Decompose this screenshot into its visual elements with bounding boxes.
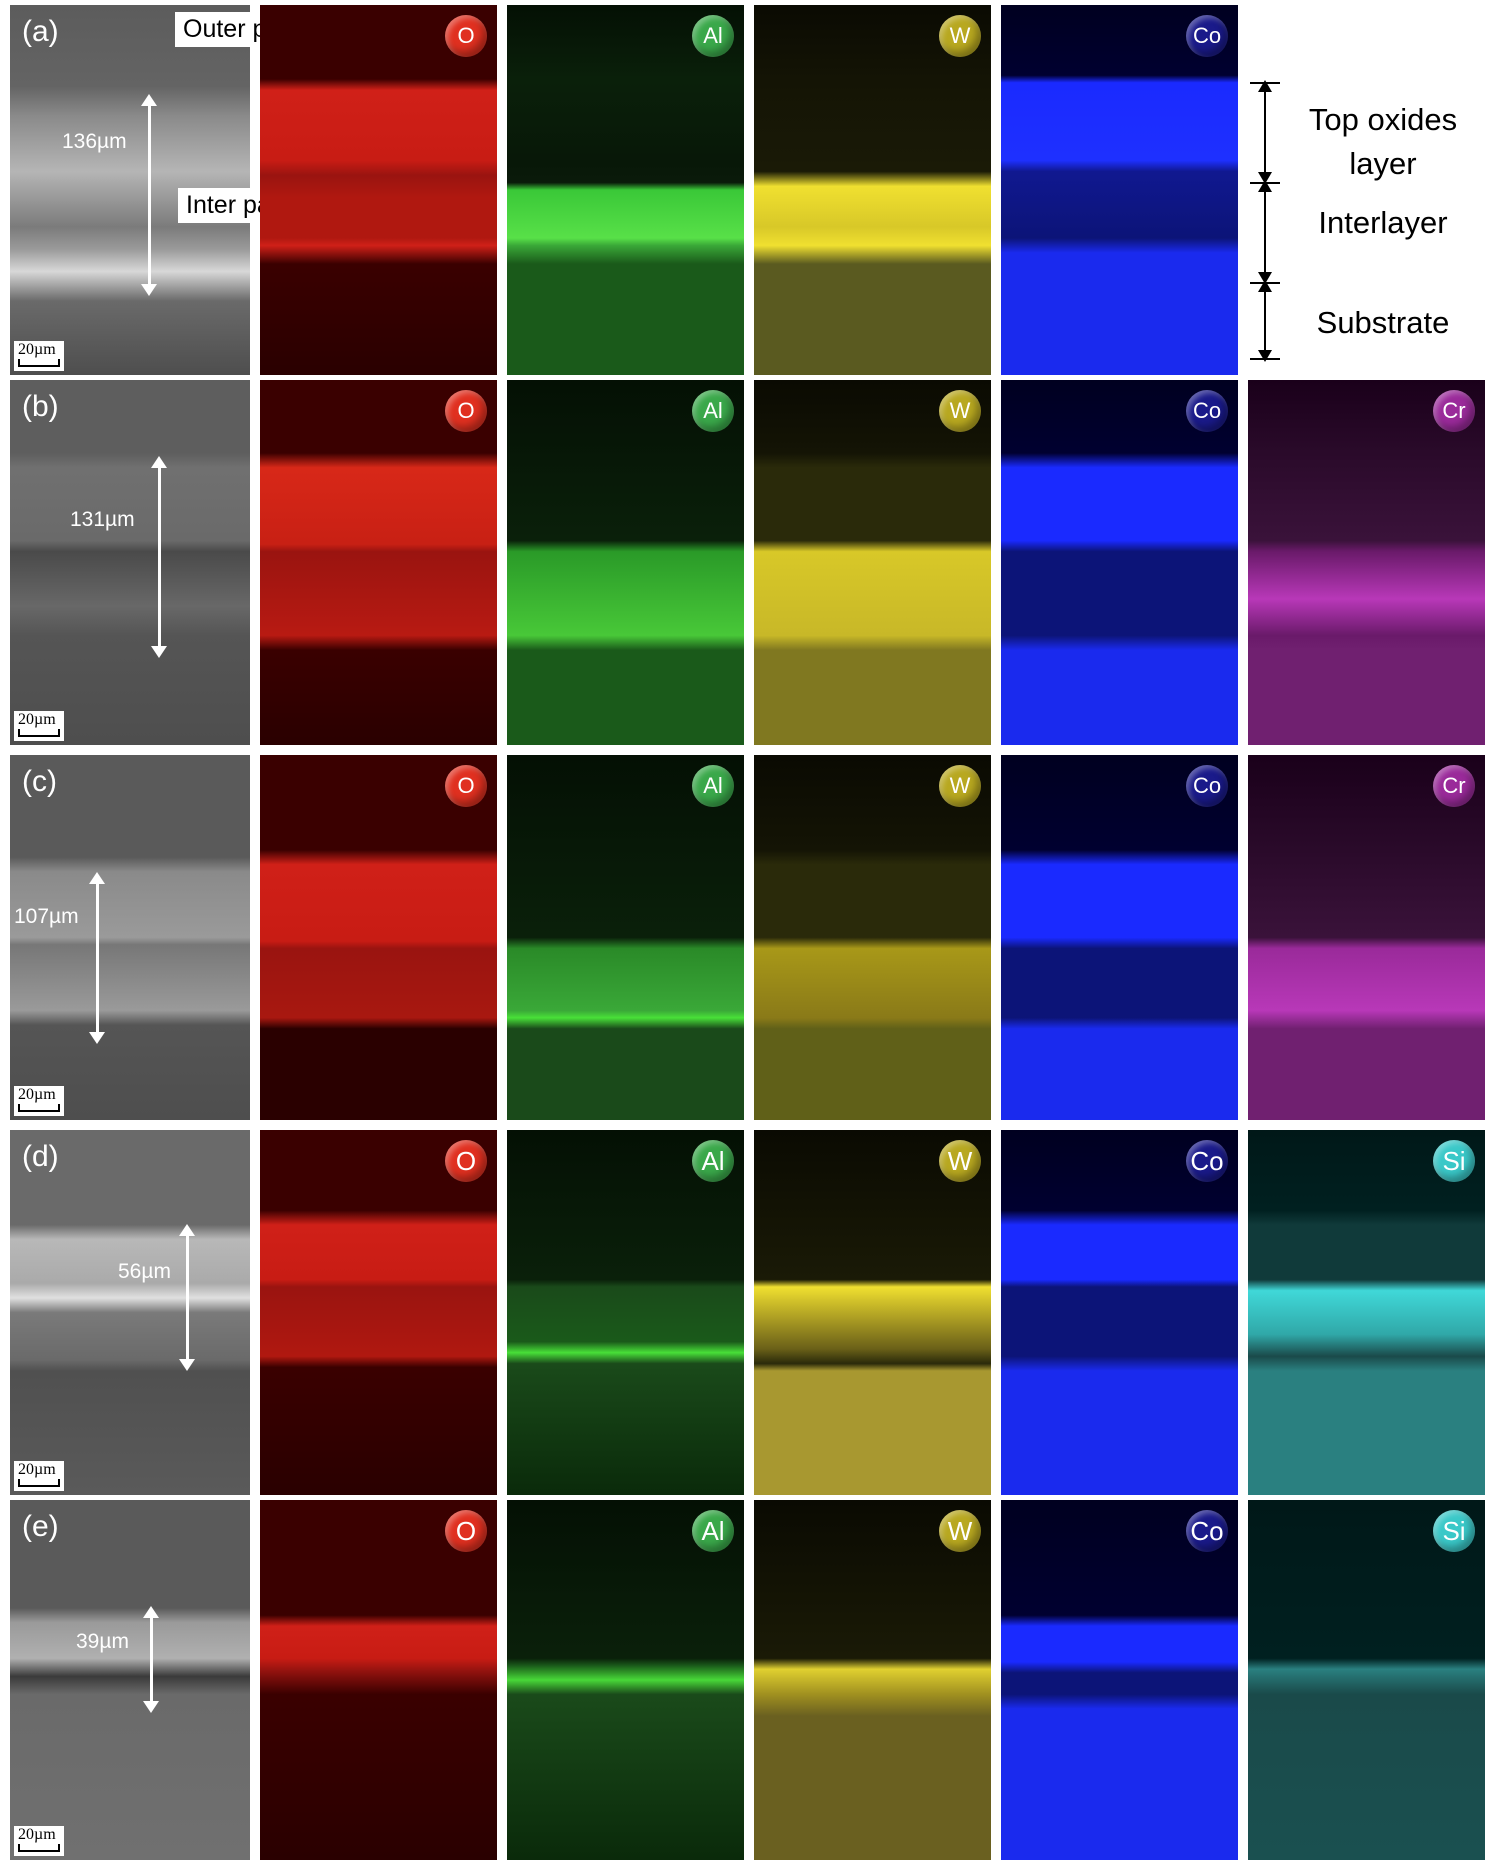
map-e-Si: Si — [1248, 1500, 1485, 1860]
map-a-O: O — [260, 5, 497, 375]
element-badge-O: O — [445, 390, 487, 432]
element-badge-O: O — [445, 15, 487, 57]
panel-label: (d) — [22, 1140, 59, 1173]
map-e-Co: Co — [1001, 1500, 1238, 1860]
panel-label: (a) — [22, 15, 59, 48]
thickness-arrow — [141, 94, 157, 296]
map-c-O: O — [260, 755, 497, 1120]
thickness-label: 131µm — [70, 508, 135, 531]
element-badge-O: O — [445, 765, 487, 807]
panel-label: (b) — [22, 390, 59, 423]
scale-bar: 20µm — [14, 341, 64, 371]
sem-image-c: (c) 107µm 20µm — [10, 755, 250, 1120]
legend-arrow-substrate — [1258, 280, 1272, 362]
map-c-Al: Al — [507, 755, 744, 1120]
element-badge-Al: Al — [692, 1140, 734, 1182]
sem-image-e: (e) 39µm 20µm — [10, 1500, 250, 1860]
element-badge-Si: Si — [1433, 1140, 1475, 1182]
element-badge-Al: Al — [692, 765, 734, 807]
element-badge-Cr: Cr — [1433, 390, 1475, 432]
thickness-label: 107µm — [14, 905, 79, 928]
element-badge-Co: Co — [1186, 1140, 1228, 1182]
map-d-Si: Si — [1248, 1130, 1485, 1495]
thickness-label: 39µm — [76, 1630, 129, 1653]
element-badge-Al: Al — [692, 15, 734, 57]
scale-bar-label: 20µm — [18, 341, 56, 358]
element-badge-Si: Si — [1433, 1510, 1475, 1552]
map-a-Co: Co — [1001, 5, 1238, 375]
map-a-Al: Al — [507, 5, 744, 375]
scale-bar: 20µm — [14, 1086, 64, 1116]
map-b-Cr: Cr — [1248, 380, 1485, 745]
element-badge-Cr: Cr — [1433, 765, 1475, 807]
map-a-W: W — [754, 5, 991, 375]
legend-arrow-top-oxides — [1258, 80, 1272, 184]
thickness-label: 136µm — [62, 130, 127, 153]
element-badge-W: W — [939, 765, 981, 807]
panel-label: (e) — [22, 1510, 59, 1543]
map-d-Co: Co — [1001, 1130, 1238, 1495]
element-badge-W: W — [939, 1140, 981, 1182]
map-c-Cr: Cr — [1248, 755, 1485, 1120]
sem-image-b: (b) 131µm 20µm — [10, 380, 250, 745]
scale-bar: 20µm — [14, 711, 64, 741]
map-e-Al: Al — [507, 1500, 744, 1860]
panel-label: (c) — [22, 765, 57, 798]
map-c-Co: Co — [1001, 755, 1238, 1120]
element-badge-W: W — [939, 1510, 981, 1552]
element-badge-Al: Al — [692, 1510, 734, 1552]
map-b-Al: Al — [507, 380, 744, 745]
scale-bar-label: 20µm — [18, 1086, 56, 1103]
map-c-W: W — [754, 755, 991, 1120]
thickness-arrow — [151, 456, 167, 658]
legend-interlayer: Interlayer — [1318, 205, 1448, 240]
scale-bar-label: 20µm — [18, 1461, 56, 1478]
map-d-Al: Al — [507, 1130, 744, 1495]
scale-bar: 20µm — [14, 1461, 64, 1491]
element-badge-W: W — [939, 390, 981, 432]
element-badge-Co: Co — [1186, 1510, 1228, 1552]
legend-substrate: Substrate — [1316, 305, 1450, 340]
legend-tick — [1250, 358, 1280, 360]
element-badge-O: O — [445, 1140, 487, 1182]
element-badge-O: O — [445, 1510, 487, 1552]
map-d-W: W — [754, 1130, 991, 1495]
element-badge-W: W — [939, 15, 981, 57]
thickness-arrow — [179, 1224, 195, 1371]
element-badge-Co: Co — [1186, 765, 1228, 807]
thickness-arrow — [143, 1606, 159, 1713]
scale-bar-label: 20µm — [18, 1826, 56, 1843]
map-b-W: W — [754, 380, 991, 745]
thickness-arrow — [89, 872, 105, 1044]
element-badge-Al: Al — [692, 390, 734, 432]
map-b-O: O — [260, 380, 497, 745]
map-d-O: O — [260, 1130, 497, 1495]
thickness-label: 56µm — [118, 1260, 171, 1283]
map-e-O: O — [260, 1500, 497, 1860]
element-badge-Co: Co — [1186, 390, 1228, 432]
scale-bar: 20µm — [14, 1826, 64, 1856]
element-badge-Co: Co — [1186, 15, 1228, 57]
map-b-Co: Co — [1001, 380, 1238, 745]
legend-top-oxides: Top oxides layer — [1308, 102, 1458, 181]
scale-bar-label: 20µm — [18, 711, 56, 728]
sem-image-d: (d) 56µm 20µm — [10, 1130, 250, 1495]
legend-arrow-interlayer — [1258, 180, 1272, 284]
map-e-W: W — [754, 1500, 991, 1860]
